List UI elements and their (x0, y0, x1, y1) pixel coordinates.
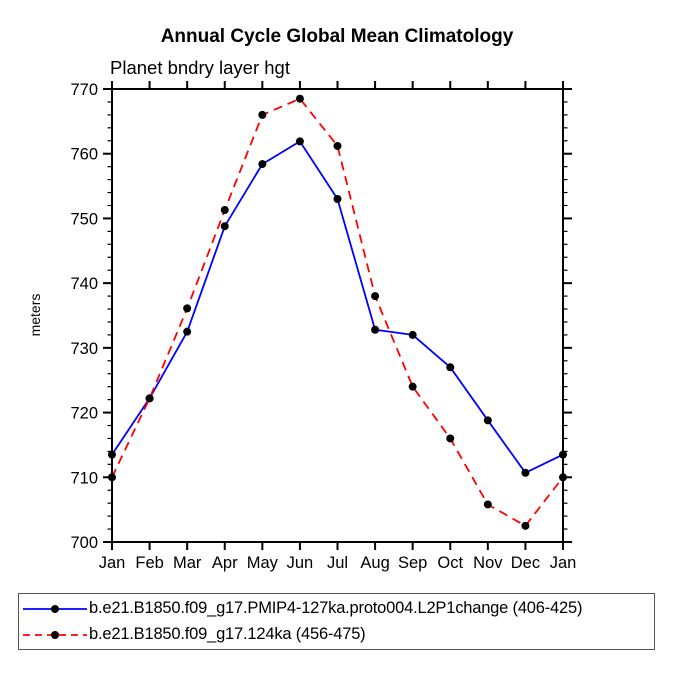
x-tick-label: Jan (99, 554, 126, 572)
y-tick-label: 700 (70, 534, 98, 552)
data-point-marker-s0 (446, 363, 455, 372)
data-point-marker-s1 (333, 141, 342, 150)
y-tick-label: 710 (70, 469, 98, 487)
x-tick-label: Sep (398, 554, 427, 572)
data-point-marker-s1 (371, 292, 380, 301)
data-point-marker-s0 (258, 160, 267, 169)
data-point-marker-s1 (295, 94, 304, 103)
data-point-marker-s1 (559, 473, 567, 482)
legend-item: b.e21.B1850.f09_g17.124ka (456-475) (21, 624, 654, 646)
series-line-1 (111, 97, 564, 527)
y-tick-label: 720 (70, 405, 98, 423)
data-point-marker-s0 (295, 137, 304, 146)
y-tick-label: 760 (70, 146, 98, 164)
chart-title: Annual Cycle Global Mean Climatology (161, 26, 514, 47)
data-point-marker-s1 (483, 500, 492, 509)
y-axis-label: meters (27, 294, 43, 337)
x-tick-label: Nov (473, 554, 503, 572)
data-point-marker-s0 (408, 330, 417, 339)
x-tick-label: Jun (287, 554, 314, 572)
x-tick-label: Mar (173, 554, 202, 572)
data-point-marker-s0 (220, 222, 229, 231)
blue-solid-line-sample (23, 604, 87, 613)
y-tick-label: 730 (70, 340, 98, 358)
x-tick-label: Dec (511, 554, 540, 572)
data-point-marker-s1 (108, 473, 116, 482)
legend: b.e21.B1850.f09_g17.PMIP4-127ka.proto004… (18, 593, 655, 650)
data-point-marker-s1 (145, 394, 154, 403)
y-tick-label: 740 (70, 275, 98, 293)
data-point-marker-s0 (183, 327, 192, 336)
chart-subtitle: Planet bndry layer hgt (110, 57, 290, 78)
plot-area: 700 710 720 730 740 750 760 770 Jan Feb Mar Apr May J… (70, 81, 576, 572)
legend-label-series-0: b.e21.B1850.f09_g17.PMIP4-127ka.proto004… (89, 599, 583, 617)
x-tick-label: May (247, 554, 279, 572)
series-line-0 (111, 140, 564, 474)
data-point-marker-s0 (559, 450, 567, 459)
data-point-marker-s1 (446, 434, 455, 443)
y-tick-label: 770 (70, 81, 98, 99)
data-point-marker-s0 (483, 416, 492, 425)
data-point-marker-s0 (108, 450, 116, 459)
x-tick-label: Feb (135, 554, 163, 572)
red-dashed-line-sample (23, 630, 87, 639)
x-tick-label: Aug (360, 554, 389, 572)
x-tick-label: Jul (327, 554, 348, 572)
y-tick-label: 750 (70, 210, 98, 228)
legend-item: b.e21.B1850.f09_g17.PMIP4-127ka.proto004… (21, 598, 654, 620)
plot-frame (111, 88, 564, 543)
data-point-marker-s0 (333, 195, 342, 204)
x-tick-label: Apr (212, 554, 238, 572)
data-point-marker-s1 (183, 304, 192, 313)
data-point-marker-s0 (521, 468, 530, 477)
data-point-marker-s1 (220, 206, 229, 215)
data-point-marker-s0 (371, 325, 380, 334)
data-point-marker-s1 (258, 110, 267, 119)
data-point-marker-s1 (521, 521, 530, 530)
legend-label-series-1: b.e21.B1850.f09_g17.124ka (456-475) (89, 625, 366, 643)
x-tick-label: Oct (437, 554, 463, 572)
x-tick-label: Jan (550, 554, 577, 572)
data-point-marker-s1 (408, 382, 417, 391)
